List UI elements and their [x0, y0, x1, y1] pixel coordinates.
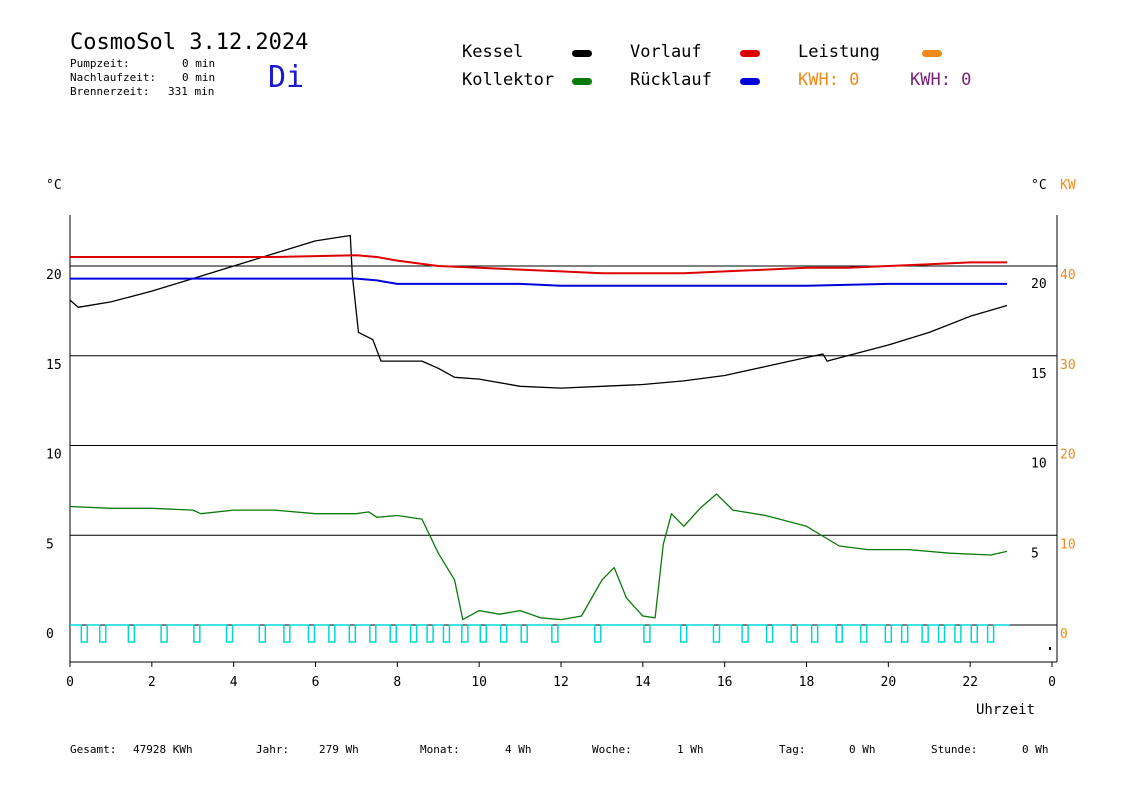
legend-ruecklauf-swatch	[740, 78, 760, 85]
stat-pumpzeit-label: Pumpzeit:	[70, 57, 130, 70]
footer-stunde-value: 0 Wh	[1022, 743, 1049, 756]
x-tick-label: 10	[471, 675, 487, 690]
x-tick-label: 22	[962, 675, 978, 690]
pump-activity-line	[70, 624, 1010, 643]
end-marker	[1049, 647, 1051, 650]
x-tick-label: 18	[799, 675, 815, 690]
right-axis-unit-celsius: °C	[1031, 178, 1047, 193]
y-right-c-tick-label: 5	[1031, 546, 1039, 561]
stat-nachlaufzeit-label: Nachlaufzeit:	[70, 71, 157, 84]
legend-kollektor-swatch	[572, 78, 592, 85]
legend-kollektor-label: Kollektor	[462, 70, 555, 90]
footer-tag-value: 0 Wh	[849, 743, 876, 756]
x-tick-label: 16	[717, 675, 733, 690]
right-axis-unit-kw: KW	[1060, 178, 1076, 193]
y-right-kw-tick-label: 10	[1060, 537, 1076, 552]
series-line-kollektor	[69, 493, 1008, 621]
legend-leistung-label: Leistung	[798, 42, 880, 62]
y-right-kw-tick-label: 30	[1060, 358, 1076, 373]
y-right-c-tick-label: 10	[1031, 457, 1047, 472]
footer-stunde-label: Stunde:	[931, 743, 978, 756]
x-tick-label: 4	[230, 675, 238, 690]
footer-monat-value: 4 Wh	[505, 743, 532, 756]
y-right-kw-tick-label: 20	[1060, 448, 1076, 463]
x-tick-label: 12	[553, 675, 569, 690]
footer-woche-label: Woche:	[592, 743, 632, 756]
series-line-vorlauf	[70, 254, 1007, 275]
stat-brennerzeit-label: Brennerzeit:	[70, 85, 150, 98]
weekday-label: Di	[268, 60, 305, 95]
x-tick-label: 0	[66, 675, 74, 690]
y-right-c-tick-label: 20	[1031, 277, 1047, 292]
legend-vorlauf-swatch	[740, 50, 760, 57]
x-tick-label: 0	[1048, 675, 1056, 690]
y-left-tick-label: 0	[46, 627, 54, 642]
chart-title: CosmoSol 3.12.2024	[70, 30, 309, 55]
footer-tag-label: Tag:	[779, 743, 806, 756]
footer-jahr-label: Jahr:	[256, 743, 290, 756]
footer-jahr-value: 279 Wh	[319, 743, 359, 756]
y-left-tick-label: 5	[46, 537, 54, 552]
stat-nachlaufzeit-value: 0 min	[182, 71, 216, 84]
x-tick-label: 6	[312, 675, 320, 690]
y-left-tick-label: 20	[46, 268, 62, 283]
legend-ruecklauf-label: Rücklauf	[630, 70, 712, 90]
stat-brennerzeit-value: 331 min	[168, 85, 215, 98]
x-tick-label: 14	[635, 675, 651, 690]
y-right-kw-tick-label: 0	[1060, 627, 1068, 642]
x-tick-label: 20	[881, 675, 897, 690]
left-axis-unit: °C	[46, 178, 62, 193]
x-tick-label: 8	[393, 675, 401, 690]
footer-gesamt-value: 47928 KWh	[133, 743, 193, 756]
stat-pumpzeit-value: 0 min	[182, 57, 216, 70]
y-left-tick-label: 10	[46, 448, 62, 463]
legend-vorlauf-label: Vorlauf	[630, 42, 702, 62]
footer-gesamt-label: Gesamt:	[70, 743, 117, 756]
legend-kwh-orange: KWH: 0	[798, 70, 860, 90]
x-tick-label: 2	[148, 675, 156, 690]
footer-monat-label: Monat:	[420, 743, 460, 756]
x-axis-label: Uhrzeit	[976, 702, 1035, 718]
legend-kwh-purple: KWH: 0	[910, 70, 972, 90]
series-line-ruecklauf	[70, 277, 1007, 287]
footer-woche-value: 1 Wh	[677, 743, 704, 756]
series-line-kessel	[69, 234, 1008, 389]
legend-leistung-swatch	[922, 50, 942, 57]
y-left-tick-label: 15	[46, 358, 62, 373]
legend-kessel-swatch	[572, 50, 592, 57]
y-right-kw-tick-label: 40	[1060, 268, 1076, 283]
legend-kessel-label: Kessel	[462, 42, 524, 62]
y-right-c-tick-label: 15	[1031, 367, 1047, 382]
